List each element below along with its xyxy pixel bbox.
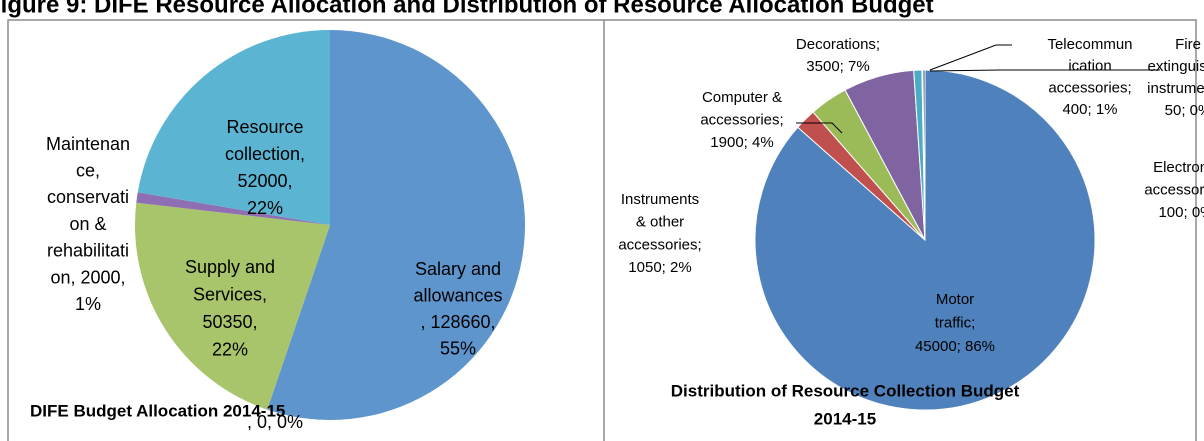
heading: Figure 9: DIFE Resource Allocation and D…	[0, 0, 934, 18]
slice-label: Instruments	[621, 191, 699, 208]
slice-label: 55%	[440, 338, 476, 358]
slice-label: collection,	[225, 144, 305, 164]
slice-label: extinguisher	[1148, 58, 1204, 75]
slice-label: , 128660,	[420, 312, 495, 332]
slice-label: instruments;	[1147, 80, 1204, 97]
slice-label: & other	[636, 214, 684, 231]
slice-label: Decorations;	[796, 36, 880, 53]
slice-label: 3500; 7%	[806, 58, 869, 75]
slice-label: 1900; 4%	[710, 134, 773, 151]
slice-label: 1050; 2%	[628, 259, 691, 276]
slice-label: Electronic	[1153, 159, 1204, 176]
slice-label: Motor	[936, 291, 974, 308]
slice-label: ce,	[76, 160, 100, 180]
pie-slice	[267, 30, 525, 420]
slice-label: Supply and	[185, 257, 275, 277]
slice-label: 22%	[247, 198, 283, 218]
slice-label: 50; 0%	[1165, 102, 1204, 119]
leader-line	[929, 44, 1012, 71]
chart-title: Distribution of Resource Collection Budg…	[671, 381, 1020, 400]
pie-slice	[134, 202, 330, 410]
slice-label: rehabilitati	[47, 241, 129, 261]
slice-label: Salary and	[415, 259, 501, 279]
slice-label: Maintenan	[46, 134, 130, 154]
slice-label: 100; 0%	[1158, 204, 1204, 221]
slice-label: 400; 1%	[1062, 101, 1117, 118]
slice-label: on, 2000,	[50, 267, 125, 287]
charts: Salary and allowances , 128660, 55% , 0, 0% S…	[30, 30, 1204, 432]
slice-label: 45000; 86%	[915, 338, 995, 355]
leader-line	[929, 69, 1160, 72]
frame	[7, 19, 1197, 441]
pie-slice	[922, 69, 926, 241]
slice-label: accessories;	[700, 111, 783, 128]
slice-label: accessories;	[1048, 79, 1131, 96]
slice-label: on &	[69, 214, 106, 234]
slice-label: 50350,	[202, 312, 257, 332]
leader-line	[796, 122, 843, 134]
slice-label: conservati	[47, 187, 129, 207]
slice-label: accessories;	[1144, 181, 1204, 198]
slice-label: Telecommun	[1047, 36, 1132, 53]
slice-label: Fire	[1175, 36, 1201, 53]
slice-label: Computer &	[702, 89, 782, 106]
slice-label: Resource	[226, 117, 303, 137]
slice-label: , 0, 0%	[247, 412, 303, 432]
chart-title: 2014-15	[814, 409, 876, 428]
chart-title: DIFE Budget Allocation 2014-15	[30, 401, 285, 420]
slice-label: allowances	[413, 285, 502, 305]
slice-label: Services,	[193, 284, 267, 304]
pie-slice	[137, 30, 330, 225]
slice-label: accessories;	[618, 236, 701, 253]
slice-label: traffic;	[935, 314, 976, 331]
slice-label: 52000,	[237, 171, 292, 191]
slice-label: 1%	[75, 294, 101, 314]
slice-label: ication	[1068, 58, 1111, 75]
pie-slice	[136, 192, 330, 225]
slice-label: 22%	[212, 339, 248, 359]
